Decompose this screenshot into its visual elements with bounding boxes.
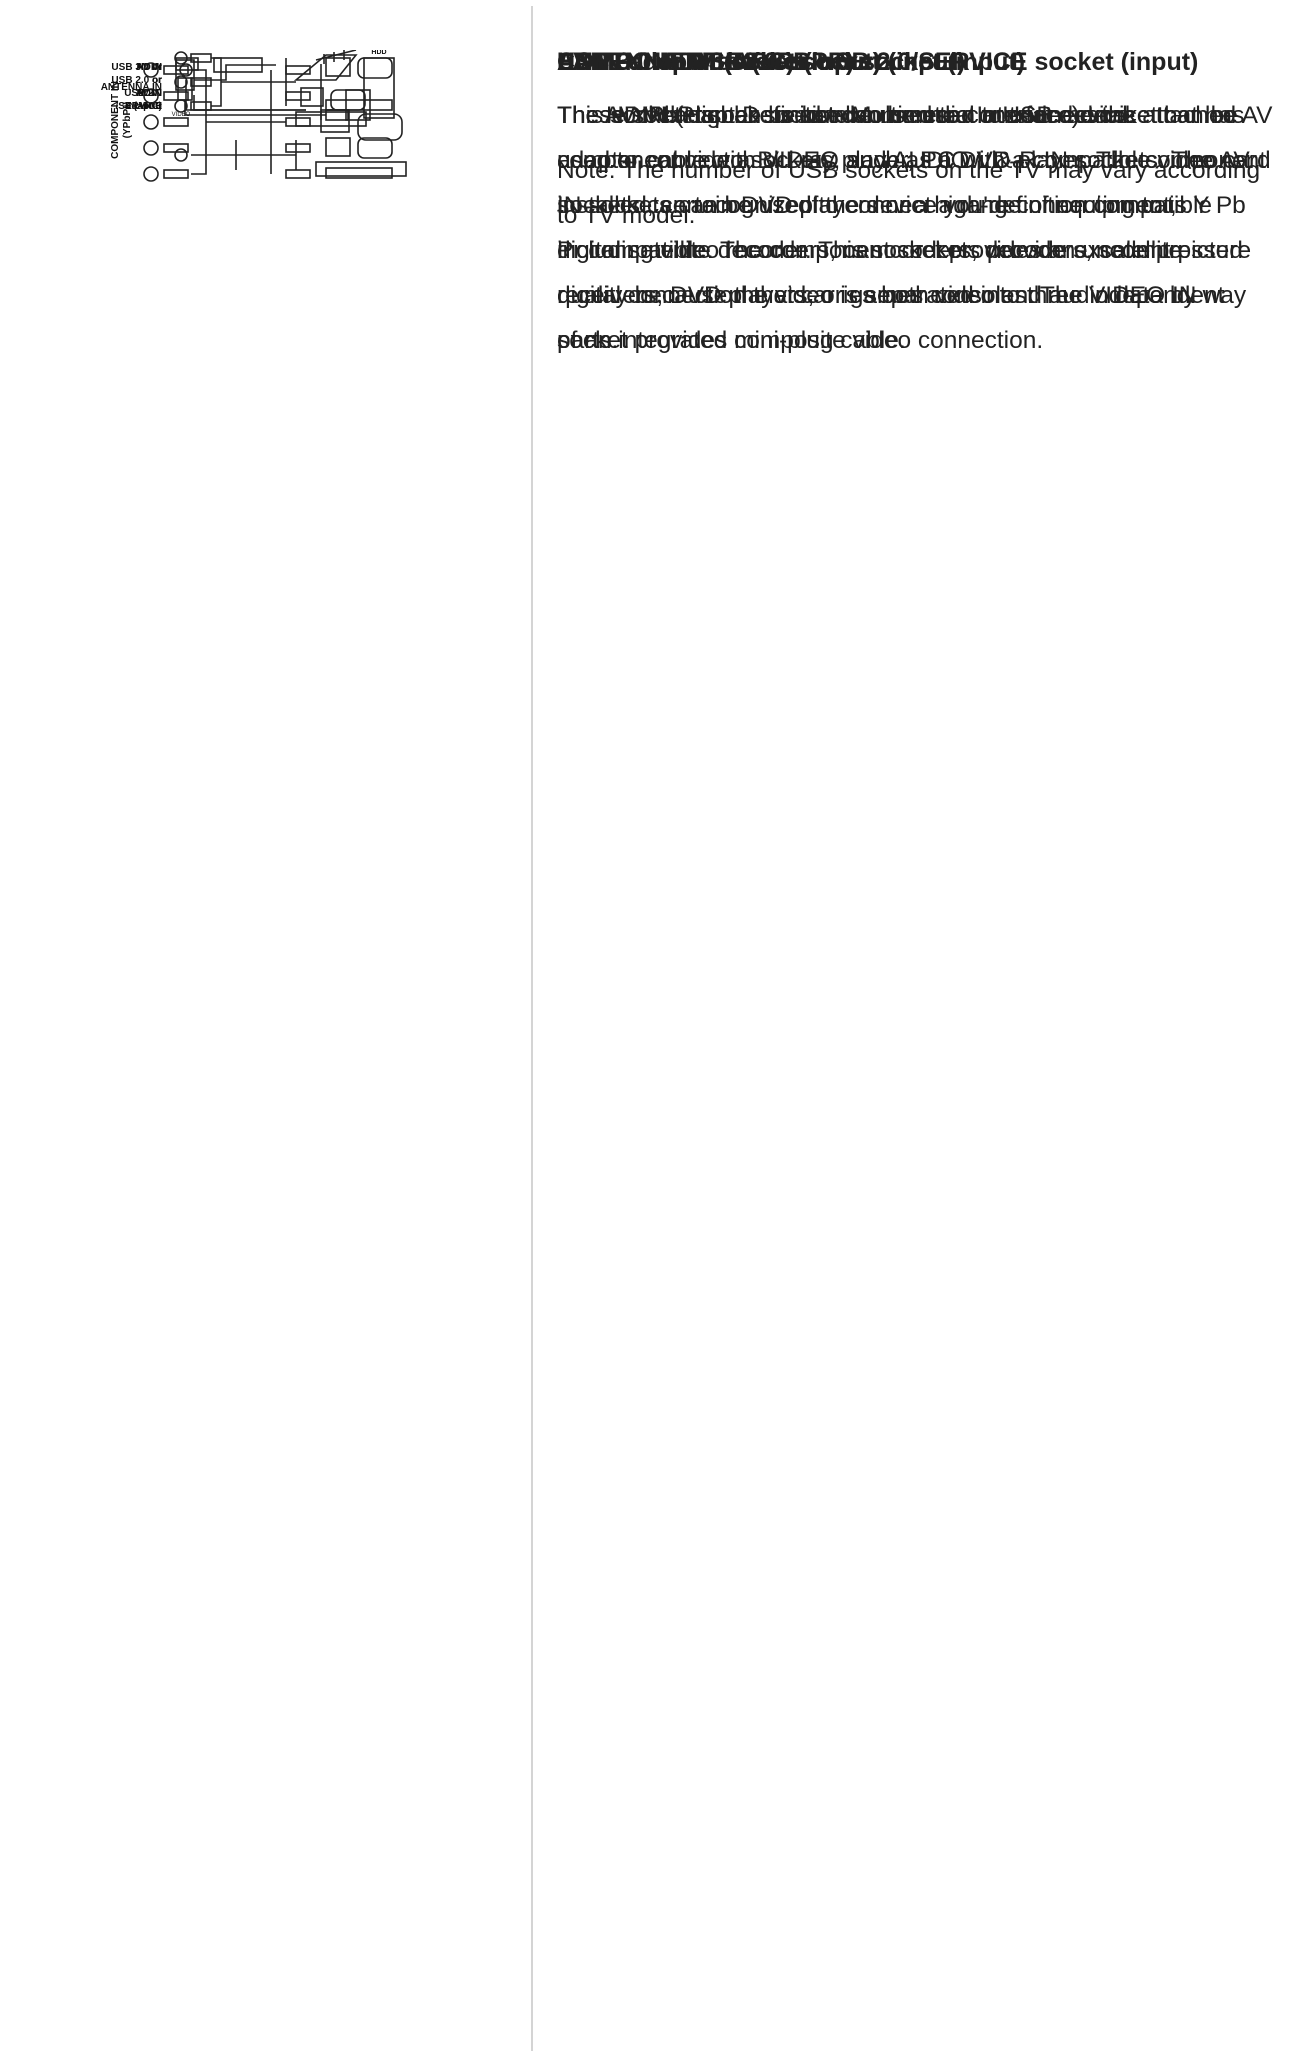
diagram-shape: [300, 87, 324, 107]
row-paragraph: The AV IN adapter socket can be used to …: [557, 102, 1273, 354]
row-heading: HDMI or HDMI(ARC) socket (input): [557, 48, 966, 76]
text-cell: USB 3.0 or USB2.0 or USB 2.0/SERVICE soc…: [557, 40, 1273, 248]
diagram-shape: [174, 75, 188, 89]
diagram-shape: [174, 51, 188, 65]
diagram-label: AV IN: [136, 88, 162, 99]
diagram-label: USB 3.0 or: [111, 62, 162, 73]
diagram-shape: [325, 167, 393, 179]
diagram-shape: [285, 169, 311, 179]
diagram-shape: [174, 99, 188, 113]
diagram-shape: [143, 166, 159, 182]
diagram-label: HDMI: [136, 62, 162, 73]
text-cell: AV IN adapter socket The AV IN adapter so…: [557, 40, 1273, 373]
connection-diagram: ANTENNA IN: [101, 50, 371, 121]
table-row: COMPONENT IN (YPbPr) COMPONENT IN(YPBPR) s…: [6, 6, 1294, 2051]
diagram-shape: [175, 59, 195, 91]
connections-table: USB 3.0 or USB 2.0 or USB 2.0/SERVICE HDD US…: [6, 6, 1294, 2051]
diagram-shape: [163, 65, 189, 75]
connection-diagram: USB 3.0 or USB 2.0 or USB 2.0/SERVICE HDD: [111, 50, 395, 121]
diagram-label: adapter: [126, 101, 162, 112]
row-heading: ANTENNA IN socket (input): [557, 48, 882, 76]
diagram-shape: [163, 117, 189, 127]
diagram-shape: [184, 100, 326, 116]
diagram-label: AV IN: [136, 62, 162, 73]
table-row: LAN: [6, 6, 1294, 2051]
diagram-shape: [345, 89, 371, 121]
text-cell: HDMI or HDMI(ARC) socket (input) The HDMI…: [557, 40, 1273, 373]
row-paragraph: Note: The number of USB sockets on the T…: [557, 157, 1261, 229]
diagram-shape: [315, 161, 407, 177]
row-heading: COMPONENT IN(YPBPR) socket (input): [557, 48, 1026, 76]
row-heading: LAN: [557, 48, 609, 76]
connection-diagram: AV IN or AV IN adapter VIDEO: [126, 51, 393, 179]
diagram-label: /SERVICE: [116, 101, 163, 112]
text-cell: ANTENNA IN socket (input) This socket can…: [557, 40, 1273, 148]
diagram-shape: [295, 111, 367, 127]
table-row: USB 3.0 or USB 2.0 or USB 2.0/SERVICE HDD US…: [6, 6, 1294, 2051]
row-heading: AV IN adapter socket: [557, 48, 806, 76]
row-paragraph: These sockets can be used to connect a U…: [557, 102, 1138, 129]
diagram-shape: [143, 114, 159, 130]
diagram-shape: [191, 140, 297, 170]
diagram-label: HDMI: [136, 88, 162, 99]
diagram-label: VIDEO: [172, 112, 191, 118]
table-row: AV IN or AV IN adapter VIDEO AV IN adapter so…: [6, 6, 1294, 2051]
row-paragraph: The HDMI (High-Definition Multimedia Int…: [557, 102, 1271, 354]
diagram-shape: [190, 77, 212, 87]
diagram-shape: [163, 91, 189, 101]
diagram-shape: [185, 80, 306, 111]
text-cell: LAN: [557, 40, 1273, 93]
diagram-shape: [285, 143, 311, 153]
diagram-shape: [211, 57, 296, 107]
diagram-shape: [325, 57, 351, 77]
diagram-label: USB 2.0: [124, 88, 162, 99]
diagram-shape: [163, 169, 189, 179]
diagram-shape: [143, 88, 159, 104]
diagram-shape: [143, 140, 159, 156]
diagram-shape: [143, 62, 159, 78]
diagram-shape: [315, 50, 357, 120]
diagram-shape: [174, 148, 188, 162]
diagram-shape: [191, 69, 286, 175]
diagram-shape: [357, 137, 393, 159]
device-label: HDD: [371, 50, 386, 56]
diagram-label: (YPbPr): [122, 102, 133, 139]
diagram-shape: [293, 54, 358, 81]
diagram-label: or: [152, 75, 162, 86]
diagram-label: ANTENNA IN: [101, 82, 162, 93]
diagram-label: or: [152, 75, 162, 86]
diagram-label: COMPONENT IN: [110, 81, 121, 159]
diagram-cell: [6, 6, 533, 2051]
diagram-shape: [325, 137, 351, 157]
text-cell: COMPONENT IN(YPBPR) socket (input) These …: [557, 40, 1273, 373]
row-heading: USB 3.0 or USB2.0 or USB 2.0/SERVICE soc…: [557, 48, 1199, 76]
diagram-label: (ARC): [134, 101, 162, 112]
row-paragraph: These YPbPr sockets can be used to conne…: [557, 102, 1267, 354]
diagram-shape: [179, 63, 193, 77]
label-group: COMPONENT IN (YPbPr): [110, 81, 133, 159]
diagram-shape: [357, 113, 403, 141]
diagram-shape: [325, 99, 393, 111]
row-paragraph: This socket can be used to connect an ou…: [557, 102, 1135, 129]
diagram-label: USB 2.0 or: [111, 75, 162, 86]
diagram-shape: [357, 57, 393, 79]
